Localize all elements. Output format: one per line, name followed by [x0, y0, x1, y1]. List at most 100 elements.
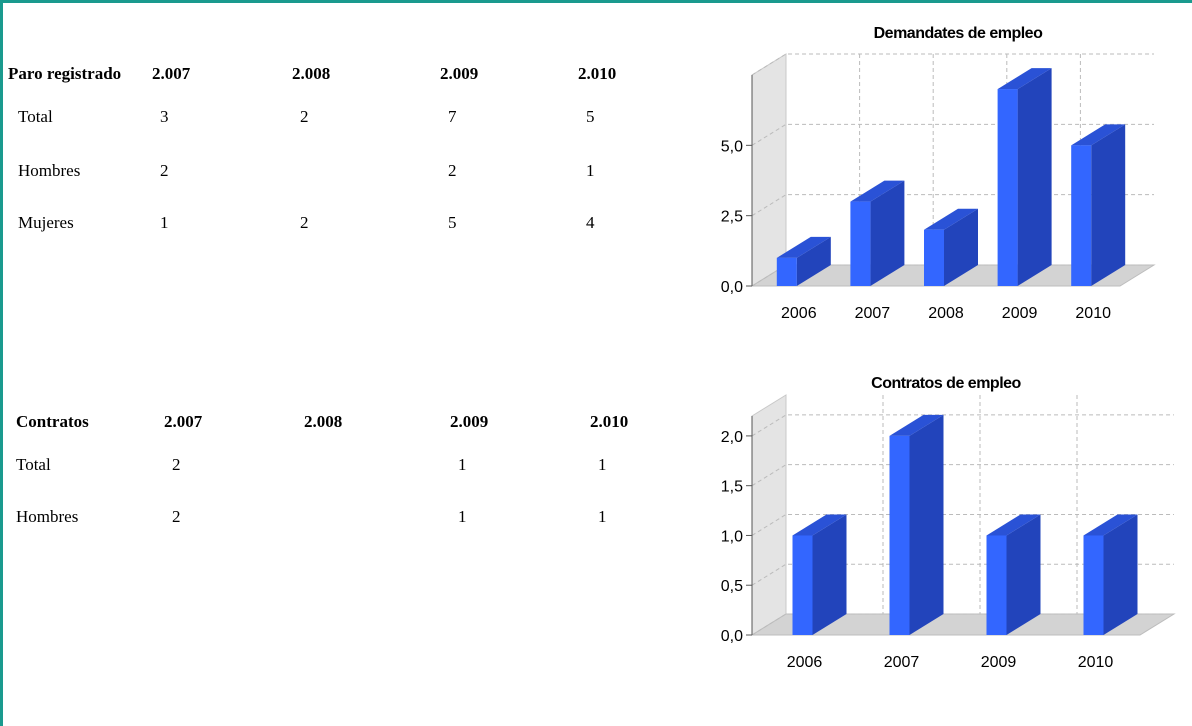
bar-front [850, 201, 871, 286]
contratos-chart: Contratos de empleo 0,0 0,5 1,0 1,5 2,0 2006 2… [721, 375, 1176, 671]
table-cell: 2 [300, 213, 309, 232]
table-row: Hombres 2 1 1 [16, 492, 670, 542]
x-tick-label: 2007 [884, 654, 920, 671]
bar-top [997, 68, 1052, 90]
chart-bar [850, 180, 905, 286]
table-header-cell: 2.008 [304, 412, 343, 431]
chart-gridline [751, 53, 1154, 76]
table-cell: 2 [300, 107, 309, 126]
y-tick-label: 0,0 [721, 628, 743, 645]
chart-bar [986, 514, 1041, 635]
bar-front [889, 435, 910, 635]
table-header-cell: Paro registrado [8, 64, 122, 83]
table-cell: 1 [458, 507, 467, 526]
table-cell: 2 [448, 161, 457, 180]
y-tick-label: 2,0 [721, 429, 743, 446]
bar-side [1103, 514, 1138, 635]
paro-registrado-table: Paro registrado 2.007 2.008 2.009 2.010 … [8, 58, 658, 248]
table-row: Mujeres 1 2 5 4 [8, 198, 658, 248]
bar-side [870, 180, 905, 286]
table-header-cell: 2.007 [164, 412, 203, 431]
table-header-cell: 2.008 [292, 64, 331, 83]
bar-front [924, 229, 944, 286]
bar-front [792, 535, 813, 635]
bar-side [1017, 68, 1052, 286]
table-header-cell: 2.009 [440, 64, 479, 83]
table-cell [304, 492, 450, 542]
chart-bar [924, 208, 978, 286]
chart-bar [889, 414, 944, 635]
row-label: Total [18, 107, 53, 126]
table-cell: 1 [160, 213, 169, 232]
x-tick-label: 2008 [928, 305, 964, 322]
bar-side [1006, 514, 1041, 635]
chart-bar [1083, 514, 1138, 635]
table-row: Hombres 2 2 1 [8, 144, 658, 198]
table-header-row: Paro registrado 2.007 2.008 2.009 2.010 [8, 58, 658, 90]
table-cell [304, 438, 450, 492]
bar-front [997, 89, 1018, 286]
bar-top [1083, 514, 1138, 536]
chart-gridline [751, 414, 1174, 437]
table-cell: 1 [598, 455, 607, 474]
chart-title: Demandates de empleo [874, 25, 1043, 42]
bar-side [1091, 124, 1126, 286]
demandantes-chart: Demandates de empleo 0,0 2,5 5,0 2006 2007 20… [721, 25, 1156, 322]
x-tick-label: 2009 [981, 654, 1017, 671]
x-tick-label: 2006 [781, 305, 817, 322]
table-cell: 2 [160, 161, 169, 180]
x-tick-label: 2010 [1078, 654, 1114, 671]
bar-top [776, 236, 831, 258]
chart-bar [997, 68, 1052, 286]
table-header-cell: 2.009 [450, 412, 489, 431]
chart-title: Contratos de empleo [871, 375, 1021, 392]
bar-top [889, 414, 944, 436]
row-label: Total [16, 455, 51, 474]
y-tick-label: 2,5 [721, 209, 743, 226]
y-tick-label: 1,0 [721, 528, 743, 545]
table-cell: 1 [598, 507, 607, 526]
table-cell: 5 [448, 213, 457, 232]
bar-top [792, 514, 847, 536]
row-label: Hombres [18, 161, 81, 180]
table-header-cell: 2.007 [152, 64, 191, 83]
y-tick-label: 0,0 [721, 279, 743, 296]
table-cell: 1 [458, 455, 467, 474]
y-tick-label: 0,5 [721, 578, 743, 595]
table-cell: 2 [172, 455, 181, 474]
bar-top [924, 208, 978, 230]
chart-side-wall [751, 53, 787, 287]
bar-top [850, 180, 905, 202]
y-tick-label: 5,0 [721, 138, 743, 155]
table-cell: 7 [448, 107, 457, 126]
chart-side-wall [751, 394, 787, 636]
table-cell: 2 [172, 507, 181, 526]
bar-top [986, 514, 1041, 536]
row-label: Hombres [16, 507, 79, 526]
bar-front [1083, 535, 1104, 635]
table-cell: 3 [160, 107, 169, 126]
bar-front [986, 535, 1007, 635]
bar-side [944, 208, 978, 286]
table-cell: 5 [586, 107, 595, 126]
contratos-table: Contratos 2.007 2.008 2.009 2.010 Total … [16, 406, 670, 542]
x-tick-label: 2010 [1075, 305, 1111, 322]
y-tick-label: 1,5 [721, 479, 743, 496]
bar-top [1071, 124, 1126, 146]
table-header-cell: Contratos [16, 412, 89, 431]
x-tick-label: 2009 [1002, 305, 1038, 322]
table-header-cell: 2.010 [590, 412, 629, 431]
bar-side [909, 414, 944, 635]
chart-bar [1071, 124, 1126, 286]
table-cell [292, 144, 440, 198]
table-cell: 1 [586, 161, 595, 180]
bar-side [812, 514, 847, 635]
x-tick-label: 2006 [787, 654, 823, 671]
row-label: Mujeres [18, 213, 74, 232]
bar-side [796, 236, 831, 286]
table-row: Total 3 2 7 5 [8, 90, 658, 144]
bar-front [776, 257, 797, 286]
table-cell: 4 [586, 213, 595, 232]
chart-bar [776, 236, 831, 286]
